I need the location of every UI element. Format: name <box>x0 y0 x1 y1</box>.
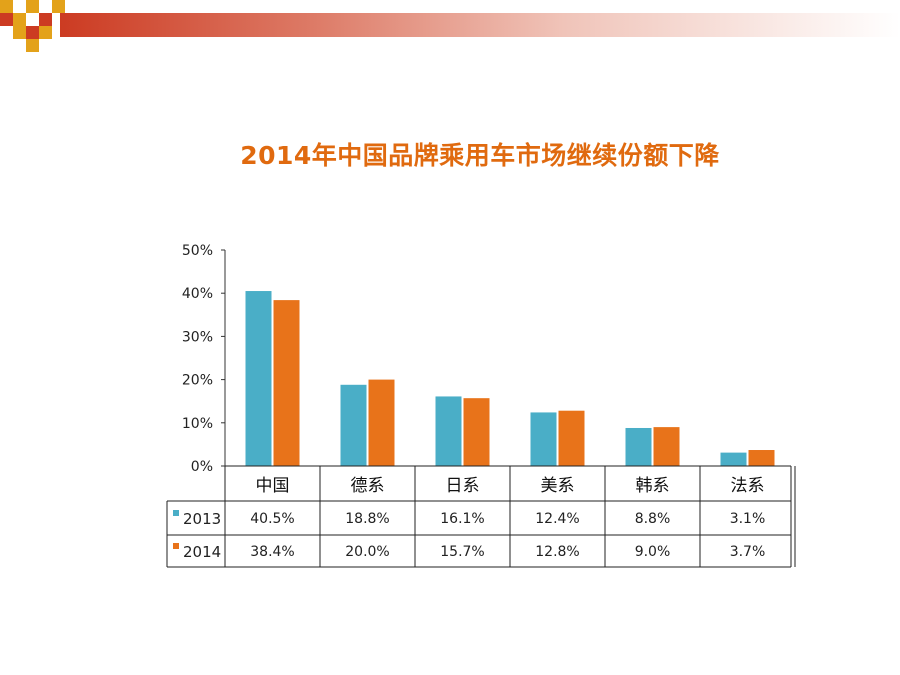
data-label-2014-1: 20.0% <box>345 544 389 560</box>
y-tick-label: 0% <box>191 459 213 475</box>
bar-2013-5 <box>720 452 747 466</box>
y-tick-label: 40% <box>182 286 213 302</box>
decor-square <box>26 0 39 13</box>
decor-square <box>52 0 65 13</box>
data-label-2014-2: 15.7% <box>440 544 484 560</box>
category-label: 中国 <box>256 476 290 496</box>
bar-2013-0 <box>245 291 272 466</box>
decor-square <box>0 13 13 26</box>
data-label-2014-4: 9.0% <box>635 544 671 560</box>
category-label: 韩系 <box>636 476 670 496</box>
decor-square <box>0 0 13 13</box>
y-tick-label: 30% <box>182 329 213 345</box>
data-label-2014-0: 38.4% <box>250 544 294 560</box>
bar-2014-1 <box>368 379 395 466</box>
slide-title: 2014年中国品牌乘用车市场继续份额下降 <box>0 136 900 172</box>
y-tick-label: 20% <box>182 373 213 389</box>
data-label-2013-2: 16.1% <box>440 511 484 527</box>
decor-square <box>13 13 26 26</box>
bar-2014-3 <box>558 410 585 466</box>
decor-square <box>39 26 52 39</box>
data-label-2013-3: 12.4% <box>535 511 579 527</box>
legend-swatch-2013 <box>173 510 179 516</box>
legend-label-2014: 2014 <box>183 543 221 561</box>
category-label: 美系 <box>541 476 575 496</box>
category-label: 法系 <box>731 476 765 496</box>
bar-2013-4 <box>625 427 652 466</box>
data-label-2013-5: 3.1% <box>730 511 766 527</box>
slide-title-text: 2014年中国品牌乘用车市场继续份额下降 <box>240 141 720 170</box>
decor-square <box>13 26 26 39</box>
y-tick-label: 10% <box>182 416 213 432</box>
decor-square <box>26 26 39 39</box>
bar-2013-3 <box>530 412 557 466</box>
bar-2013-1 <box>340 384 367 466</box>
data-label-2013-4: 8.8% <box>635 511 671 527</box>
decor-square <box>26 39 39 52</box>
bar-2014-0 <box>273 300 300 466</box>
data-label-2013-1: 18.8% <box>345 511 389 527</box>
legend-label-2013: 2013 <box>183 510 221 528</box>
data-label-2013-0: 40.5% <box>250 511 294 527</box>
bar-2014-4 <box>653 427 680 466</box>
data-label-2014-3: 12.8% <box>535 544 579 560</box>
bar-2013-2 <box>435 396 462 466</box>
legend-swatch-2014 <box>173 543 179 549</box>
category-label: 德系 <box>351 476 385 496</box>
bar-2014-2 <box>463 398 490 466</box>
category-label: 日系 <box>446 476 480 496</box>
decor-square <box>39 13 52 26</box>
data-label-2014-5: 3.7% <box>730 544 766 560</box>
y-tick-label: 50% <box>182 243 213 259</box>
header-gradient-bar <box>60 13 900 37</box>
bar-2014-5 <box>748 450 775 466</box>
